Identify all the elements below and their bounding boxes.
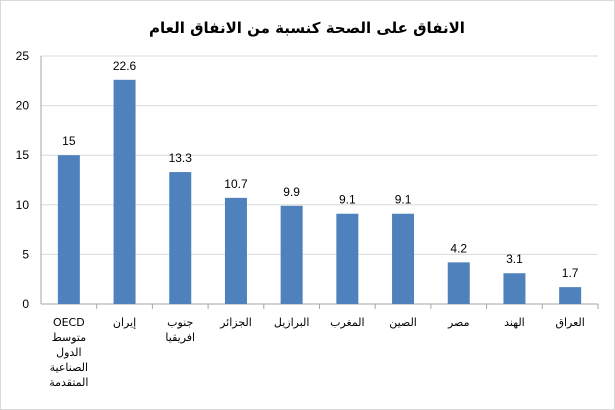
data-label: 9.9 [283, 185, 300, 199]
data-label: 9.1 [395, 193, 412, 207]
x-axis: OECD متوسط الدول الصناعية المتقدمة إيران جنوب ا… [49, 304, 599, 389]
data-label: 13.3 [169, 151, 193, 165]
y-tick-label: 0 [22, 297, 29, 311]
bars [57, 79, 582, 304]
data-label: 10.7 [224, 177, 248, 191]
chart-title: الانفاق على الصحة كنسبة من الانفاق العام [149, 19, 465, 37]
data-label: 3.1 [506, 252, 523, 266]
y-tick-label: 10 [16, 198, 30, 212]
category-label: مصر [447, 316, 470, 329]
category-label: OECD متوسط الدول الصناعية المتقدمة [49, 316, 88, 389]
bar [169, 172, 192, 304]
bar [392, 213, 415, 304]
category-label: إيران [113, 316, 136, 329]
y-axis: 0 5 10 15 20 25 [16, 49, 42, 311]
category-label: الصين [389, 316, 417, 329]
bar [447, 262, 470, 304]
bar [280, 205, 303, 304]
bar [503, 273, 526, 304]
data-label: 15 [62, 134, 76, 148]
data-label: 9.1 [339, 193, 356, 207]
data-label: 1.7 [562, 266, 579, 280]
bar [113, 79, 136, 304]
bar [336, 213, 359, 304]
category-label: المغرب [330, 316, 365, 329]
data-label: 4.2 [450, 241, 467, 255]
category-label: الهند [504, 316, 525, 329]
category-label: الجزائر [219, 316, 252, 329]
bar [57, 155, 80, 304]
y-tick-label: 5 [22, 247, 29, 261]
y-tick-label: 20 [16, 99, 30, 113]
data-labels: 15 22.6 13.3 10.7 9.9 9.1 9.1 4.2 3.1 1.7 [62, 59, 579, 280]
data-label: 22.6 [113, 59, 137, 73]
bar [559, 287, 582, 304]
y-tick-label: 25 [16, 49, 30, 63]
category-label: العراق [555, 316, 584, 329]
bar [224, 197, 247, 304]
category-label: البرازيل [274, 316, 310, 329]
y-tick-label: 15 [16, 148, 30, 162]
category-label: جنوب افريقيا [165, 316, 195, 344]
